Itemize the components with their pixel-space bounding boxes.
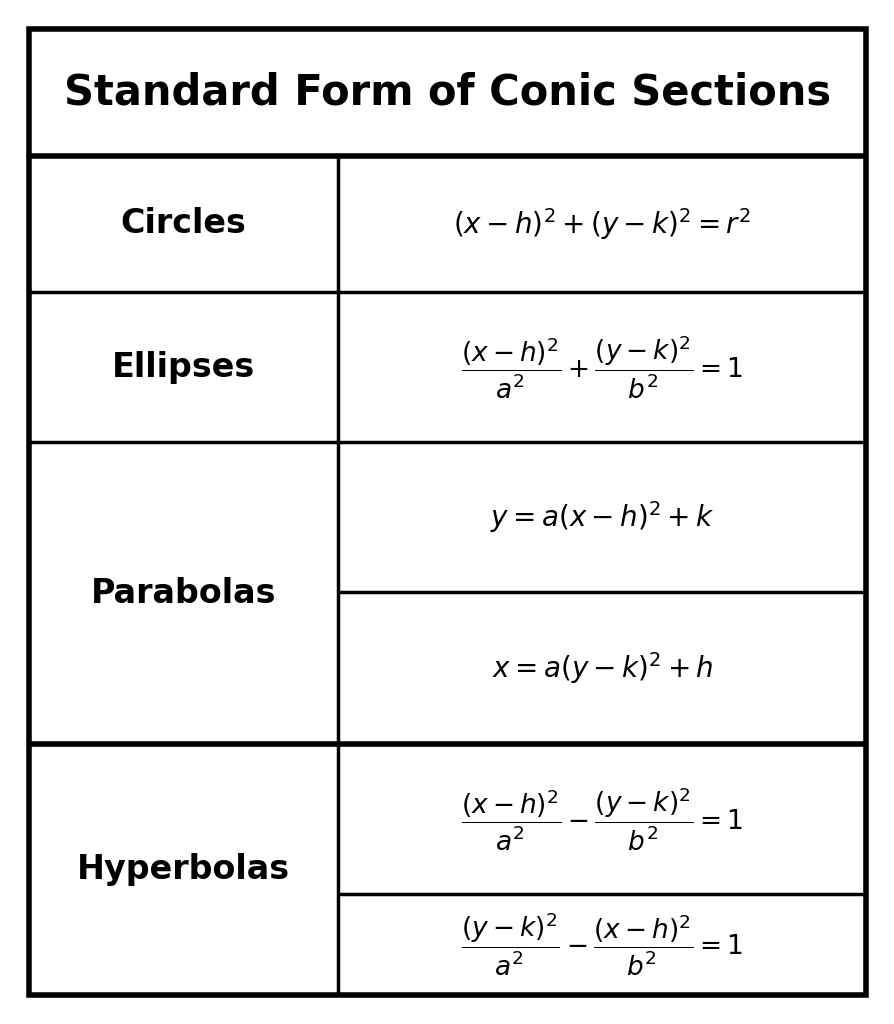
Text: $y = a(x - h)^2 + k$: $y = a(x - h)^2 + k$ xyxy=(490,499,713,536)
Text: Standard Form of Conic Sections: Standard Form of Conic Sections xyxy=(63,71,831,114)
Text: Parabolas: Parabolas xyxy=(90,577,276,610)
Text: Hyperbolas: Hyperbolas xyxy=(77,853,290,887)
Text: Ellipses: Ellipses xyxy=(112,350,255,384)
Text: $x = a(y - k)^2 + h$: $x = a(y - k)^2 + h$ xyxy=(491,650,713,686)
Text: Circles: Circles xyxy=(121,207,246,241)
Text: $\dfrac{(x - h)^2}{a^2} + \dfrac{(y - k)^2}{b^2} = 1$: $\dfrac{(x - h)^2}{a^2} + \dfrac{(y - k)… xyxy=(460,334,743,400)
Text: $\dfrac{(x - h)^2}{a^2} - \dfrac{(y - k)^2}{b^2} = 1$: $\dfrac{(x - h)^2}{a^2} - \dfrac{(y - k)… xyxy=(460,785,743,853)
Text: $(x - h)^2 + (y - k)^2 = r^2$: $(x - h)^2 + (y - k)^2 = r^2$ xyxy=(453,206,750,242)
Text: $\dfrac{(y - k)^2}{a^2} - \dfrac{(x - h)^2}{b^2} = 1$: $\dfrac{(y - k)^2}{a^2} - \dfrac{(x - h)… xyxy=(460,911,743,978)
